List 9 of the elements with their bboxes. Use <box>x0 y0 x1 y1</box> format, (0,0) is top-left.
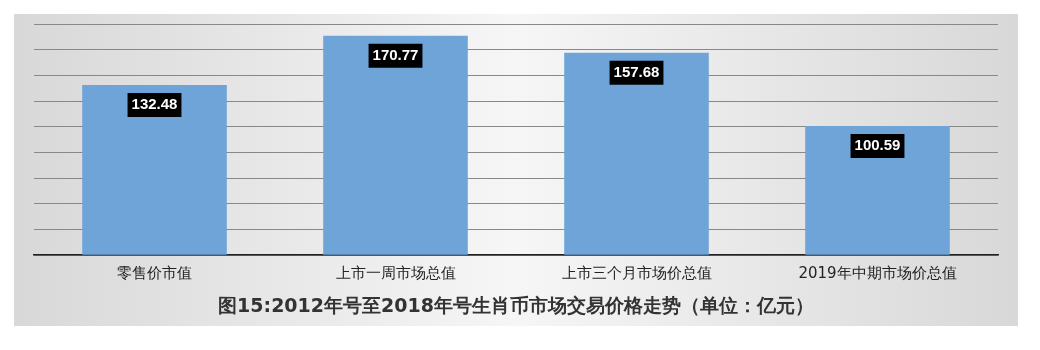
x-tick-label: 上市三个月市场价总值 <box>561 264 712 283</box>
data-label: 157.68 <box>613 62 660 80</box>
x-tick-label: 上市一周市场总值 <box>335 264 456 283</box>
text: 图15:2012年号至2018年号生肖币市场交易价格走势（单位：亿元） <box>218 293 814 316</box>
x-tick-label: 零售价市值 <box>117 264 192 283</box>
data-label: 170.77 <box>372 46 419 63</box>
data-label: 132.48 <box>131 95 178 113</box>
data-label: 100.59 <box>854 136 901 154</box>
x-tick-label: 2019年中期市场价总值 <box>798 264 957 283</box>
